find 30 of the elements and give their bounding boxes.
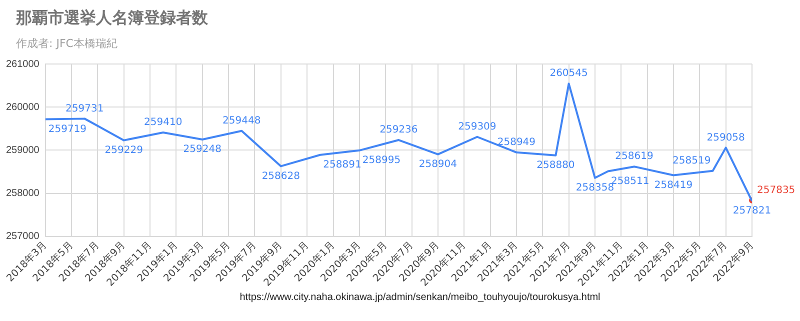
data-label: 258419 [654,180,693,191]
chart-title: 那覇市選挙人名簿登録者数 [16,8,208,29]
data-label: 259058 [706,132,745,144]
data-label: 258904 [418,158,458,170]
data-label: 257821 [732,206,772,217]
data-label: 259410 [144,117,182,128]
data-label: 259309 [458,121,496,132]
y-tick-label: 257000 [6,231,40,242]
data-label: 258949 [497,136,536,148]
data-label: 259248 [183,144,222,156]
y-tick-label: 259000 [6,144,40,156]
data-label: 258880 [536,160,575,171]
data-label: 258519 [672,156,711,167]
data-label: 259731 [66,103,104,114]
data-label: 259229 [104,144,143,156]
data-label: 258358 [576,182,614,194]
data-label: 259719 [48,124,87,135]
data-label: 258891 [323,159,362,170]
data-label: 259236 [380,124,418,136]
chart-subtitle: 作成者: JFC本橋瑞紀 [16,36,118,51]
data-label: 258628 [262,170,300,182]
data-label: 260545 [550,68,588,80]
data-label: 259448 [222,115,261,126]
text: https://www.city.naha.okinawa.jp/admin/senkan/meibo_touhyoujo/tourokusya.html [238,292,602,303]
y-tick-label: 258000 [6,188,40,200]
data-label: 258995 [362,155,401,166]
y-tick-label: 261000 [6,58,40,70]
y-tick-label: 260000 [6,102,40,113]
data-label: 258619 [615,151,654,162]
data-label: 257835 [757,184,796,196]
